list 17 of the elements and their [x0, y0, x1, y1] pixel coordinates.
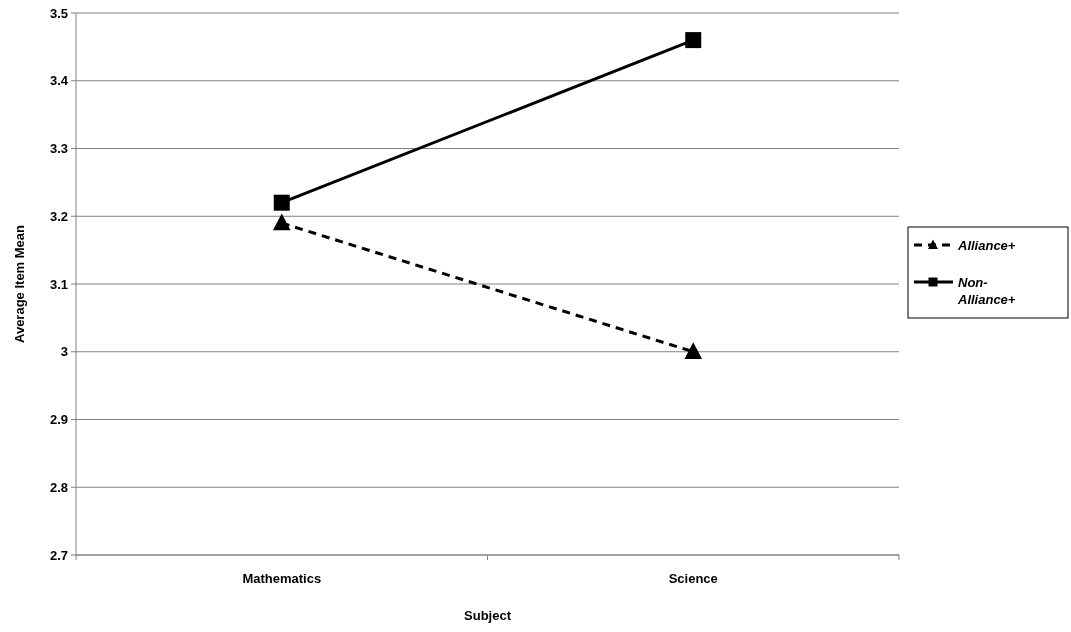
- legend-label: Alliance+: [957, 238, 1016, 253]
- y-tick-label: 3.1: [49, 276, 68, 292]
- y-tick-label: 3.3: [49, 141, 68, 156]
- x-axis-title: Subject: [464, 608, 512, 623]
- x-tick-label: Science: [668, 571, 718, 586]
- y-tick-label: 3.4: [49, 73, 69, 89]
- y-tick-label: 3.5: [49, 5, 68, 21]
- y-tick-label: 2.9: [49, 412, 68, 427]
- y-tick-label: 2.8: [49, 479, 68, 495]
- point: [685, 32, 702, 49]
- y-axis-title: Average Item Mean: [12, 224, 27, 344]
- y-tick-label: 2.7: [49, 547, 68, 563]
- y-tick-label: 3: [60, 344, 68, 360]
- legend-label: Non-Alliance+: [957, 275, 1016, 307]
- point: [273, 194, 290, 211]
- y-tick-label: 3.2: [49, 208, 68, 224]
- x-tick-label: Mathematics: [242, 571, 322, 586]
